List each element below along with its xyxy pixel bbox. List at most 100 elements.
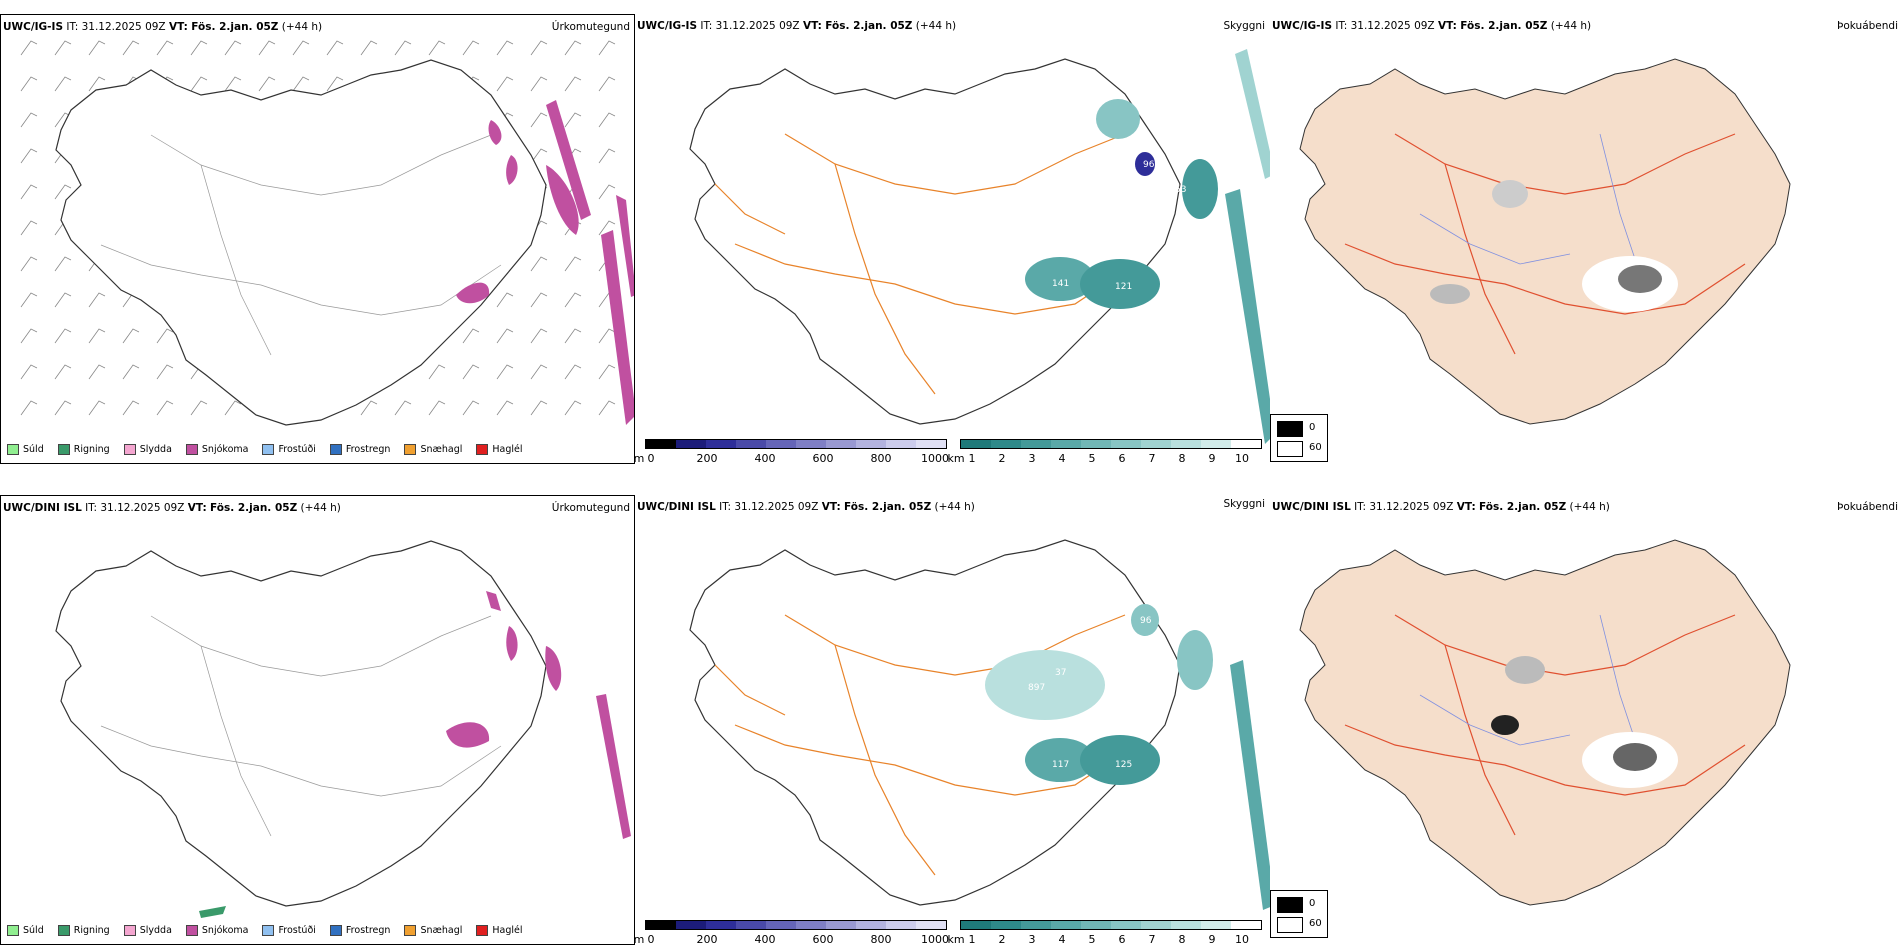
panel-title: Þokuábendi: [1837, 501, 1898, 513]
legend-swatch: [1277, 917, 1303, 933]
colorbar-tick: 200: [696, 452, 718, 464]
wind-barb: [88, 328, 106, 344]
wind-barb: [156, 400, 174, 416]
legend-swatch: [329, 925, 342, 936]
colorbar-tick: 9: [1208, 452, 1216, 464]
fog-legend: 0 60: [1270, 890, 1328, 938]
cloud-label: 141: [1052, 279, 1069, 289]
wind-barb: [428, 40, 446, 56]
precip-legend: Súld Rigning Slydda Snjókoma Frostúði Fr…: [7, 444, 523, 455]
legend-swatch: [1277, 441, 1303, 457]
legend-swatch: [1277, 897, 1303, 913]
wind-barb: [20, 220, 38, 236]
legend-swatch: [57, 925, 70, 936]
legend-swatch: [404, 925, 417, 936]
colorbar-tick: 800: [870, 933, 892, 945]
wind-barb: [54, 40, 72, 56]
legend-swatch: [185, 444, 198, 455]
wind-barb: [598, 328, 616, 344]
colorbar-tick: 5: [1088, 933, 1096, 945]
legend-swatch: [262, 444, 275, 455]
wind-barb: [326, 76, 344, 92]
wind-barb: [564, 292, 582, 308]
legend-item: Súld: [7, 925, 44, 936]
panel-title: Skyggni: [1223, 498, 1266, 510]
fog-legend: 0 60: [1270, 414, 1328, 462]
wind-barb: [292, 76, 310, 92]
legend-swatch: [329, 444, 342, 455]
legend-swatch: [7, 444, 19, 455]
wind-barb: [564, 76, 582, 92]
wind-barb: [530, 148, 548, 164]
wind-barb: [20, 184, 38, 200]
wind-barb: [530, 76, 548, 92]
wind-barb: [122, 364, 140, 380]
wind-barb: [564, 400, 582, 416]
colorbar-tick: 2: [998, 933, 1006, 945]
legend-swatch: [404, 444, 417, 455]
legend-swatch: [185, 925, 198, 936]
colorbar-unit: km: [947, 452, 965, 464]
wind-barb: [564, 364, 582, 380]
colorbar-tick: 3: [1028, 933, 1036, 945]
wind-barb: [20, 292, 38, 308]
legend-item: Snæhagl: [404, 444, 462, 455]
colorbar-tick: 200: [696, 933, 718, 945]
precip-type-panel-2: UWC/DINI ISL IT: 31.12.2025 09Z VT: Fös.…: [0, 495, 635, 945]
fog-panel-2: UWC/DINI ISL IT: 31.12.2025 09Z VT: Fös.…: [1270, 495, 1900, 945]
wind-barb: [156, 40, 174, 56]
colorbar-tick: 7: [1148, 933, 1156, 945]
wind-barb: [428, 400, 446, 416]
visibility-colorbar: [960, 920, 1262, 930]
legend-item: Snæhagl: [404, 925, 462, 936]
wind-barb: [156, 364, 174, 380]
panel-title: Þokuábendi: [1837, 20, 1898, 32]
wind-barb: [360, 400, 378, 416]
wind-barb: [598, 148, 616, 164]
wind-barb: [20, 112, 38, 128]
wind-barb: [292, 40, 310, 56]
colorbar-tick: 5: [1088, 452, 1096, 464]
wind-barb: [496, 328, 514, 344]
colorbar-tick: 9: [1208, 933, 1216, 945]
wind-barb: [462, 328, 480, 344]
wind-barb: [20, 328, 38, 344]
wind-barb: [564, 40, 582, 56]
precip-legend: Súld Rigning Slydda Snjókoma Frostúði Fr…: [7, 925, 523, 936]
colorbar-tick: 8: [1178, 933, 1186, 945]
wind-barb: [122, 40, 140, 56]
wind-barb: [54, 256, 72, 272]
fog-panel-1: UWC/IG-IS IT: 31.12.2025 09Z VT: Fös. 2.…: [1270, 14, 1900, 464]
wind-barb: [54, 76, 72, 92]
cloud-label: 125: [1115, 760, 1132, 770]
panel-header: UWC/DINI ISL IT: 31.12.2025 09Z VT: Fös.…: [637, 501, 975, 513]
wind-barb: [88, 76, 106, 92]
wind-barb: [598, 364, 616, 380]
cloud-label: 96: [1140, 616, 1152, 626]
legend-item: Frostúði: [262, 925, 316, 936]
legend-item: Frostúði: [262, 444, 316, 455]
wind-barb: [428, 364, 446, 380]
wind-barb: [496, 400, 514, 416]
wind-barb: [530, 40, 548, 56]
colorbar-tick: 0: [647, 933, 655, 945]
wind-barb: [530, 256, 548, 272]
panel-header: UWC/DINI ISL IT: 31.12.2025 09Z VT: Fös.…: [1272, 501, 1610, 513]
colorbar-tick: 1000: [921, 452, 949, 464]
wind-barb: [564, 328, 582, 344]
iceland-map: 96 897 37 117 125: [689, 539, 1270, 910]
wind-barb: [88, 364, 106, 380]
wind-barb: [190, 76, 208, 92]
wind-barb: [190, 400, 208, 416]
wind-barb: [394, 40, 412, 56]
panel-header: UWC/IG-IS IT: 31.12.2025 09Z VT: Fös. 2.…: [3, 21, 323, 33]
colorbar-tick: 10: [1235, 933, 1249, 945]
wind-barb: [54, 292, 72, 308]
colorbar-tick: 600: [812, 452, 834, 464]
panel-header: UWC/IG-IS IT: 31.12.2025 09Z VT: Fös. 2.…: [1272, 20, 1592, 32]
wind-barb: [462, 364, 480, 380]
colorbar-tick: 1: [968, 452, 976, 464]
colorbar-tick: 7: [1148, 452, 1156, 464]
legend-swatch: [123, 444, 136, 455]
legend-item: Súld: [7, 444, 44, 455]
